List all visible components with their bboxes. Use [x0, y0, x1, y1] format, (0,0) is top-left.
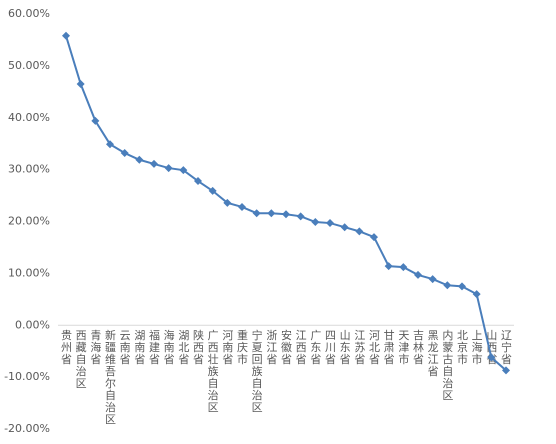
data-point [223, 198, 232, 207]
x-tick-label: 江西省 [294, 329, 307, 365]
x-tick-label: 天津市 [397, 329, 410, 365]
data-point [106, 140, 114, 149]
x-tick-label: 河北省 [368, 329, 381, 365]
x-tick-label: 安徽省 [280, 328, 293, 365]
x-tick-label: 陕西省 [192, 328, 205, 365]
x-tick-label: 北京市 [456, 329, 469, 365]
x-tick-label: 河南省 [221, 329, 234, 365]
x-tick-label: 广西壮族自治区 [206, 329, 219, 413]
y-tick-label: 50.00% [8, 59, 50, 72]
data-point [194, 177, 202, 186]
x-tick-label: 四川省 [324, 329, 337, 365]
data-point [62, 31, 70, 40]
x-tick-label: 广东省 [309, 329, 322, 365]
data-point [311, 218, 320, 227]
x-tick-label: 山东省 [338, 329, 351, 365]
x-tick-label: 重庆市 [236, 328, 249, 365]
x-tick-label: 甘肃省 [382, 329, 395, 365]
x-tick-label: 贵州省 [60, 329, 73, 365]
x-tick-label: 西藏自治区 [74, 329, 87, 389]
data-point [399, 263, 408, 272]
data-point [179, 166, 188, 175]
y-tick-label: 40.00% [8, 111, 50, 124]
data-point [135, 155, 144, 164]
data-point [340, 223, 349, 232]
data-point [208, 186, 217, 195]
x-tick-label: 福建省 [148, 328, 161, 365]
data-point [267, 209, 276, 218]
data-line [65, 35, 507, 372]
x-tick-label: 辽宁省 [500, 329, 513, 365]
data-point [502, 366, 510, 375]
x-tick-label: 江苏省 [353, 329, 366, 365]
x-tick-label: 青海省 [89, 329, 102, 365]
x-tick-label: 海南省 [162, 328, 175, 365]
y-tick-label: 60.00% [8, 7, 50, 20]
data-point [164, 164, 173, 173]
x-tick-label: 上海市 [470, 329, 483, 365]
x-tick-label: 吉林省 [412, 329, 425, 365]
y-tick-label: 10.00% [8, 266, 50, 279]
y-tick-label: -20.00% [4, 422, 50, 435]
data-point [76, 80, 85, 89]
data-point [370, 233, 378, 242]
data-point [487, 353, 496, 362]
data-point [252, 209, 261, 218]
data-point [384, 262, 393, 271]
data-point [414, 270, 422, 279]
data-point [458, 282, 466, 291]
data-point [296, 212, 305, 221]
data-point [443, 281, 452, 290]
y-tick-label: 20.00% [8, 215, 50, 228]
x-tick-label: 黑龙江省 [426, 329, 439, 377]
y-tick-label: 0.00% [15, 318, 50, 331]
data-point [120, 149, 129, 158]
data-point [150, 159, 158, 168]
x-tick-label: 湖北省 [177, 329, 190, 365]
data-point [472, 290, 481, 299]
y-tick-label: 30.00% [8, 163, 50, 176]
data-point [428, 275, 437, 284]
x-tick-label: 山西省 [485, 329, 498, 365]
x-tick-label: 湖南省 [133, 329, 146, 365]
x-tick-label: 新疆维吾尔自治区 [104, 328, 117, 425]
x-tick-label: 内蒙古自治区 [441, 328, 454, 401]
data-point [326, 219, 334, 228]
y-tick-label: -10.00% [4, 370, 50, 383]
x-tick-label: 浙江省 [265, 329, 278, 365]
data-point [355, 227, 364, 236]
data-point [282, 210, 290, 219]
x-tick-label: 云南省 [118, 329, 131, 365]
x-tick-label: 宁夏回族自治区 [250, 328, 263, 413]
data-point [91, 116, 100, 125]
data-point [238, 202, 246, 211]
